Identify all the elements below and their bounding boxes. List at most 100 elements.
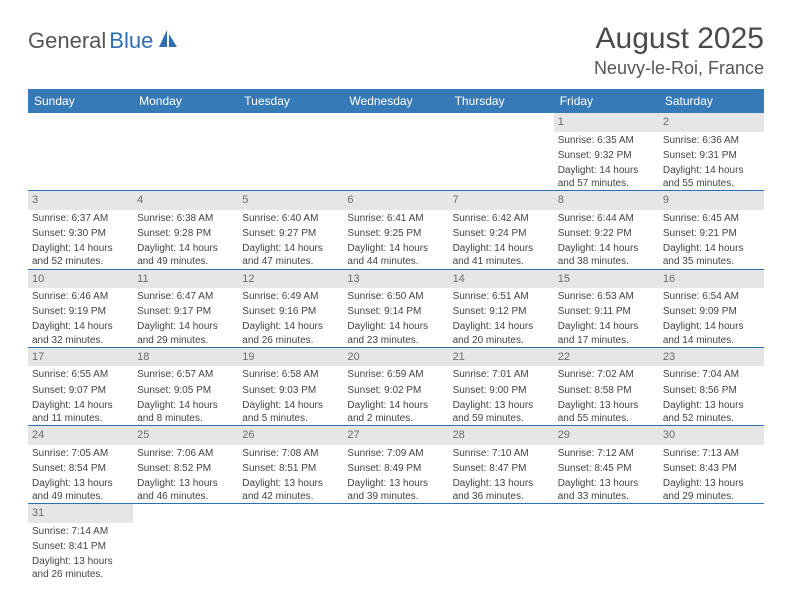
daylight-text: Daylight: 14 hours and 2 minutes. [343, 397, 448, 425]
empty-cell [659, 504, 764, 582]
daylight-text: Daylight: 14 hours and 26 minutes. [238, 318, 343, 346]
day-number-row: 21 [449, 348, 554, 367]
daylight-text: Daylight: 13 hours and 55 minutes. [554, 397, 659, 425]
sunrise-text: Sunrise: 7:12 AM [554, 445, 659, 460]
sunrise-text: Sunrise: 6:49 AM [238, 288, 343, 303]
day-number-row: 24 [28, 426, 133, 445]
day-number-row: 6 [343, 191, 448, 210]
sunrise-text: Sunrise: 6:53 AM [554, 288, 659, 303]
day-cell: 13Sunrise: 6:50 AMSunset: 9:14 PMDayligh… [343, 269, 448, 347]
sunset-text: Sunset: 9:27 PM [238, 225, 343, 240]
sunrise-text: Sunrise: 6:44 AM [554, 210, 659, 225]
sunrise-text: Sunrise: 6:35 AM [554, 132, 659, 147]
day-cell: 17Sunrise: 6:55 AMSunset: 9:07 PMDayligh… [28, 347, 133, 425]
day-number: 22 [558, 351, 570, 363]
sunrise-text: Sunrise: 7:05 AM [28, 445, 133, 460]
daylight-text: Daylight: 14 hours and 49 minutes. [133, 240, 238, 268]
sunset-text: Sunset: 9:30 PM [28, 225, 133, 240]
day-cell: 15Sunrise: 6:53 AMSunset: 9:11 PMDayligh… [554, 269, 659, 347]
calendar-table: Sunday Monday Tuesday Wednesday Thursday… [28, 89, 764, 582]
day-number-row: 8 [554, 191, 659, 210]
day-cell: 7Sunrise: 6:42 AMSunset: 9:24 PMDaylight… [449, 191, 554, 269]
day-cell: 10Sunrise: 6:46 AMSunset: 9:19 PMDayligh… [28, 269, 133, 347]
day-cell: 20 Sunrise: 6:59 AMSunset: 9:02 PMDayligh… [343, 347, 448, 425]
sunset-text: Sunset: 8:52 PM [133, 460, 238, 475]
month-title: August 2025 [594, 22, 764, 56]
sunset-text: Sunset: 8:45 PM [554, 460, 659, 475]
day-number: 5 [242, 194, 248, 206]
sunrise-text: Sunrise: 7:04 AM [659, 366, 764, 381]
day-number-row: 4 [133, 191, 238, 210]
weekday-header: Thursday [449, 89, 554, 113]
sunrise-text: Sunrise: 6:57 AM [133, 366, 238, 381]
sunset-text: Sunset: 9:17 PM [133, 303, 238, 318]
sunrise-text: Sunrise: 6:45 AM [659, 210, 764, 225]
sunset-text: Sunset: 9:02 PM [343, 382, 448, 397]
sunset-text: Sunset: 9:19 PM [28, 303, 133, 318]
daylight-text: Daylight: 13 hours and 46 minutes. [133, 475, 238, 503]
sunset-text: Sunset: 9:14 PM [343, 303, 448, 318]
sunset-text: Sunset: 8:58 PM [554, 382, 659, 397]
title-block: August 2025 Neuvy-le-Roi, France [594, 22, 764, 79]
day-number: 14 [453, 273, 465, 285]
weekday-header-row: Sunday Monday Tuesday Wednesday Thursday… [28, 89, 764, 113]
daylight-text: Daylight: 14 hours and 23 minutes. [343, 318, 448, 346]
day-cell: 4Sunrise: 6:38 AMSunset: 9:28 PMDaylight… [133, 191, 238, 269]
sunset-text: Sunset: 9:05 PM [133, 382, 238, 397]
day-number-row: 15 [554, 270, 659, 289]
sunrise-text: Sunrise: 6:40 AM [238, 210, 343, 225]
day-number: 20 [347, 351, 359, 363]
day-number: 2 [663, 116, 669, 128]
calendar-row: 1Sunrise: 6:35 AMSunset: 9:32 PMDaylight… [28, 113, 764, 191]
day-number: 1 [558, 116, 564, 128]
sunrise-text: Sunrise: 7:01 AM [449, 366, 554, 381]
day-number: 12 [242, 273, 254, 285]
brand-logo: General Blue [28, 28, 178, 54]
day-cell: 18Sunrise: 6:57 AMSunset: 9:05 PMDayligh… [133, 347, 238, 425]
day-number: 9 [663, 194, 669, 206]
weekday-header: Wednesday [343, 89, 448, 113]
daylight-text: Daylight: 14 hours and 38 minutes. [554, 240, 659, 268]
sunset-text: Sunset: 9:00 PM [449, 382, 554, 397]
sunrise-text: Sunrise: 6:59 AM [343, 366, 448, 381]
day-number: 27 [347, 429, 359, 441]
sunset-text: Sunset: 9:03 PM [238, 382, 343, 397]
sunrise-text: Sunrise: 6:58 AM [238, 366, 343, 381]
day-number: 17 [32, 351, 44, 363]
calendar-row: 17Sunrise: 6:55 AMSunset: 9:07 PMDayligh… [28, 347, 764, 425]
day-number: 31 [32, 507, 44, 519]
sunrise-text: Sunrise: 7:09 AM [343, 445, 448, 460]
weekday-header: Sunday [28, 89, 133, 113]
logo-text-general: General [28, 28, 106, 54]
day-cell: 14Sunrise: 6:51 AMSunset: 9:12 PMDayligh… [449, 269, 554, 347]
day-number: 11 [137, 273, 148, 285]
empty-cell [133, 504, 238, 582]
day-number: 15 [558, 273, 570, 285]
day-number-row: 22 [554, 348, 659, 367]
day-cell: 29 Sunrise: 7:12 AMSunset: 8:45 PMDayligh… [554, 426, 659, 504]
day-number-row: 31 [28, 504, 133, 523]
daylight-text: Daylight: 13 hours and 39 minutes. [343, 475, 448, 503]
day-cell: 25Sunrise: 7:06 AMSunset: 8:52 PMDayligh… [133, 426, 238, 504]
daylight-text: Daylight: 14 hours and 32 minutes. [28, 318, 133, 346]
location-subtitle: Neuvy-le-Roi, France [594, 58, 764, 79]
day-cell: 24Sunrise: 7:05 AMSunset: 8:54 PMDayligh… [28, 426, 133, 504]
day-cell: 21Sunrise: 7:01 AMSunset: 9:00 PMDayligh… [449, 347, 554, 425]
day-number-row: 18 [133, 348, 238, 367]
day-number-row: 5 [238, 191, 343, 210]
daylight-text: Daylight: 13 hours and 49 minutes. [28, 475, 133, 503]
day-number-row: 26 [238, 426, 343, 445]
day-number: 29 [558, 429, 570, 441]
day-number-row: 28 [449, 426, 554, 445]
daylight-text: Daylight: 14 hours and 5 minutes. [238, 397, 343, 425]
day-number-row: 10 [28, 270, 133, 289]
daylight-text: Daylight: 14 hours and 20 minutes. [449, 318, 554, 346]
day-cell: 19Sunrise: 6:58 AMSunset: 9:03 PMDayligh… [238, 347, 343, 425]
daylight-text: Daylight: 13 hours and 33 minutes. [554, 475, 659, 503]
day-number-row: 17 [28, 348, 133, 367]
daylight-text: Daylight: 14 hours and 44 minutes. [343, 240, 448, 268]
sunrise-text: Sunrise: 6:50 AM [343, 288, 448, 303]
daylight-text: Daylight: 14 hours and 11 minutes. [28, 397, 133, 425]
day-cell: 3Sunrise: 6:37 AMSunset: 9:30 PMDaylight… [28, 191, 133, 269]
day-number-row: 11 [133, 270, 238, 289]
